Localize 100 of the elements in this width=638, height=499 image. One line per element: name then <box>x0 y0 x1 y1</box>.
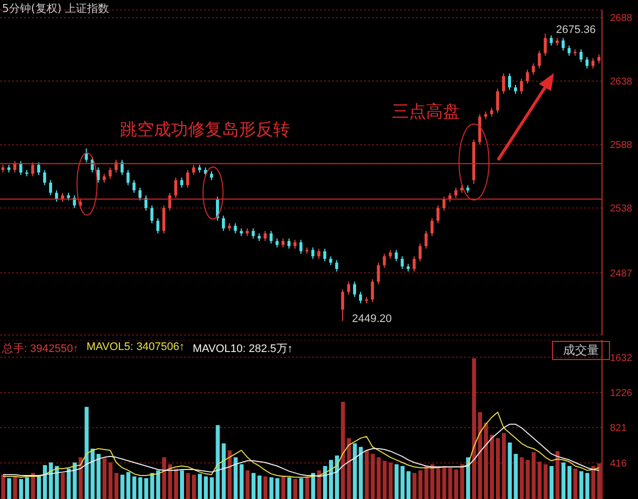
bar <box>382 460 387 499</box>
bar <box>436 468 440 499</box>
bar <box>484 422 488 499</box>
candlestick <box>580 48 583 63</box>
candlestick <box>591 58 594 69</box>
bar <box>186 472 190 499</box>
y-tick-label: 1226 <box>610 388 633 400</box>
candlestick <box>37 162 40 176</box>
bar <box>388 462 393 499</box>
candlestick <box>335 260 338 272</box>
candlestick <box>31 162 34 177</box>
bar <box>13 476 18 499</box>
candlestick <box>43 169 46 186</box>
bar <box>544 464 548 499</box>
bar <box>502 432 506 499</box>
candlestick <box>454 187 458 198</box>
bar <box>198 474 202 499</box>
candlestick <box>311 246 314 260</box>
bar <box>520 457 524 499</box>
candlestick <box>550 34 553 46</box>
bar <box>132 476 136 499</box>
candlestick <box>96 166 100 184</box>
candlestick <box>317 248 320 260</box>
line-series <box>2 424 600 477</box>
bar <box>192 474 196 499</box>
bar <box>394 464 399 499</box>
bar <box>573 468 578 499</box>
candlestick <box>108 166 112 180</box>
bar <box>478 412 482 499</box>
bar <box>120 474 124 499</box>
candlestick <box>400 256 404 270</box>
candlestick <box>222 215 225 232</box>
candlestick <box>502 72 506 94</box>
candlestick <box>442 196 446 212</box>
candlestick <box>370 278 374 302</box>
bar <box>567 466 572 499</box>
bar <box>114 472 118 499</box>
bar <box>42 465 47 499</box>
bar <box>281 476 286 499</box>
bar <box>466 457 470 499</box>
candlestick <box>508 72 512 90</box>
candlestick <box>270 230 273 244</box>
annotation: MAVOL10: 282.5万↑ <box>192 342 293 356</box>
y-tick-label: 1632 <box>610 352 633 364</box>
bar <box>508 442 512 499</box>
bar <box>400 466 405 499</box>
bar <box>329 460 334 499</box>
candlestick <box>359 291 362 304</box>
bar <box>102 458 107 499</box>
annotation: 总手: 3942550↑ <box>2 342 78 356</box>
bar <box>228 450 232 499</box>
y-tick-label: 2588 <box>610 140 633 152</box>
candlestick <box>341 288 344 322</box>
candlestick <box>264 230 267 242</box>
candlestick <box>49 180 52 196</box>
bar <box>180 470 184 499</box>
bar <box>376 457 381 499</box>
candlestick <box>132 180 136 194</box>
candlestick <box>13 160 16 173</box>
candlestick <box>418 243 422 262</box>
candlestick <box>162 205 166 234</box>
bar <box>204 476 208 499</box>
bar <box>556 451 560 499</box>
annotation: 2449.20 <box>352 313 392 325</box>
bar <box>162 457 166 499</box>
candlestick <box>424 230 428 250</box>
bar <box>108 462 112 499</box>
candlestick <box>353 281 356 298</box>
bar <box>126 472 130 499</box>
bar <box>418 470 422 499</box>
candlestick <box>382 253 386 268</box>
bar <box>490 434 494 499</box>
candlestick <box>323 248 326 262</box>
bar <box>48 462 53 499</box>
candlestick <box>299 239 302 254</box>
bar <box>210 477 214 499</box>
bar <box>78 457 83 499</box>
bar <box>585 472 590 499</box>
bar <box>90 448 95 499</box>
bar <box>174 468 178 499</box>
candlestick <box>347 281 350 295</box>
candlestick <box>526 69 529 84</box>
candlestick <box>394 249 398 262</box>
bar <box>36 476 41 499</box>
bar <box>246 470 250 499</box>
y-tick-label: 2638 <box>610 76 633 88</box>
bar <box>406 471 410 499</box>
bar <box>412 472 416 499</box>
y-tick-label: 821 <box>610 423 628 434</box>
bar <box>234 457 238 499</box>
candlestick <box>496 88 500 114</box>
bar <box>561 462 566 499</box>
candlestick <box>192 164 196 176</box>
bar <box>30 472 35 499</box>
bar <box>293 479 298 499</box>
chart-title: 5分钟(复权) 上证指数 <box>2 1 110 16</box>
candlestick <box>412 256 416 272</box>
line-series <box>2 412 600 478</box>
bar <box>240 464 244 499</box>
bar <box>352 443 357 499</box>
